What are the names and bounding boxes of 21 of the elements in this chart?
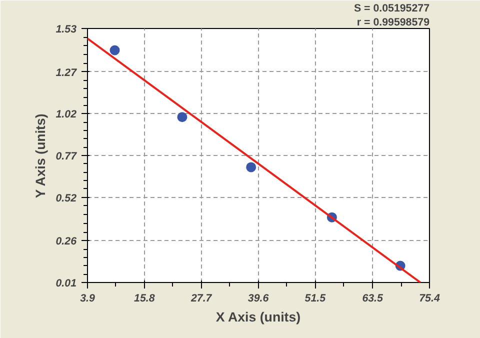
point bbox=[177, 112, 188, 122]
y-tick-label: 1.27 bbox=[56, 66, 78, 79]
x-tick-label: 75.4 bbox=[419, 292, 440, 304]
y-tick-label: 0.77 bbox=[56, 150, 78, 162]
text: S = 0.05195277 bbox=[354, 2, 430, 14]
x-tick-label: 51.5 bbox=[304, 292, 327, 304]
x-tick-label: 39.6 bbox=[248, 292, 269, 304]
point bbox=[246, 162, 256, 172]
x-tick-label: 3.9 bbox=[80, 292, 95, 304]
y-axis-title: Y Axis (units) bbox=[32, 114, 48, 198]
y-tick-label: 1.53 bbox=[56, 24, 77, 36]
x-tick-label: 15.8 bbox=[134, 292, 155, 304]
point bbox=[110, 45, 120, 56]
y-tick-label: 0.01 bbox=[56, 278, 77, 290]
annotation: r = 0.99598579 bbox=[356, 16, 430, 28]
x-tick-label: 27.7 bbox=[190, 292, 213, 304]
x-tick-label: 63.5 bbox=[362, 292, 384, 304]
y-tick-label: 0.52 bbox=[56, 192, 77, 204]
y-tick-label: 0.26 bbox=[56, 236, 77, 248]
y-tick-label: 1.02 bbox=[56, 108, 77, 121]
x-axis-title: X Axis (units) bbox=[216, 310, 301, 324]
